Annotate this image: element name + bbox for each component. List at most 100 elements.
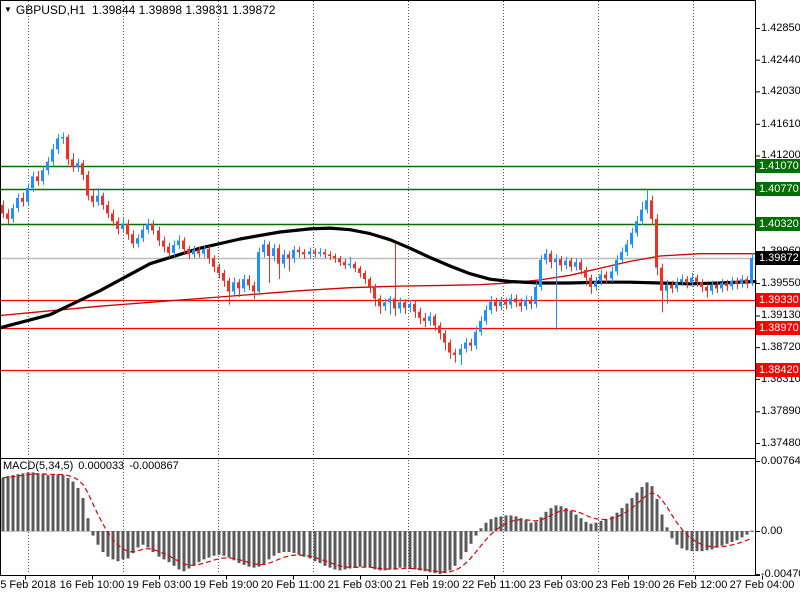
- price-badge-support: 1.38420: [756, 363, 800, 378]
- macd-histogram-bar: [11, 475, 15, 531]
- macd-histogram-bar: [151, 531, 155, 553]
- candle-body-up: [388, 298, 391, 303]
- macd-histogram-bar: [635, 492, 639, 531]
- candle-body-down: [413, 303, 416, 312]
- candle-body-down: [418, 311, 421, 318]
- macd-histogram-bar: [514, 516, 518, 531]
- candle-body-down: [247, 279, 250, 286]
- candle-body-down: [212, 258, 215, 267]
- candle-body-down: [182, 240, 185, 250]
- macd-histogram-bar: [202, 531, 206, 560]
- macd-histogram-bar: [509, 515, 513, 531]
- price-badge-resistance: 1.40770: [756, 181, 800, 196]
- candle-body-up: [16, 198, 19, 209]
- candle-body-up: [479, 320, 482, 332]
- macd-histogram-bar: [6, 476, 10, 531]
- macd-axis-label: 0.00: [761, 525, 783, 537]
- chart-symbol-period: GBPUSD,H1: [15, 3, 86, 17]
- candle-body-up: [690, 277, 693, 284]
- candle-body-up: [675, 282, 678, 289]
- macd-histogram-bar: [141, 531, 145, 545]
- macd-histogram-bar: [1, 477, 5, 531]
- candle-body-down: [393, 298, 396, 309]
- macd-histogram-bar: [665, 527, 669, 531]
- macd-histogram-bar: [197, 531, 201, 563]
- candle-body-down: [111, 213, 114, 222]
- candle-body-down: [277, 248, 280, 264]
- macd-histogram-bar: [328, 531, 332, 568]
- macd-histogram-bar: [66, 477, 70, 531]
- candle-body-down: [207, 249, 210, 259]
- candle-body-down: [368, 279, 371, 287]
- macd-histogram-bar: [167, 531, 171, 563]
- candle-body-down: [66, 136, 69, 160]
- price-badge-resistance: 1.41070: [756, 158, 800, 173]
- macd-histogram-bar: [675, 531, 679, 545]
- macd-histogram-bar: [645, 482, 649, 531]
- macd-histogram-bar: [111, 531, 115, 560]
- candle-body-down: [438, 325, 441, 334]
- price-badge-current: 1.39872: [756, 251, 800, 266]
- candle-body-up: [730, 280, 733, 287]
- macd-histogram-bar: [272, 531, 276, 556]
- macd-histogram-bar: [685, 531, 689, 551]
- candle-body-up: [272, 248, 275, 256]
- candle-body-down: [217, 266, 220, 273]
- macd-histogram-bar: [398, 531, 402, 568]
- candle-body-up: [192, 249, 195, 255]
- candle-body-down: [302, 252, 305, 255]
- price-axis-label: 1.37890: [761, 405, 800, 418]
- candle-body-up: [56, 138, 59, 150]
- candle-body-up: [26, 187, 29, 202]
- candle-body-down: [569, 260, 572, 267]
- candle-body-up: [348, 263, 351, 266]
- candle-body-up: [428, 316, 431, 321]
- macd-histogram-bar: [106, 531, 110, 557]
- macd-histogram-bar: [302, 531, 306, 557]
- candle-body-up: [31, 176, 34, 188]
- macd-histogram-bar: [136, 531, 140, 548]
- price-axis-label: 1.41610: [761, 117, 800, 130]
- candle-body-up: [76, 163, 79, 168]
- candle-body-up: [574, 262, 577, 267]
- candle-body-down: [328, 254, 331, 256]
- macd-indicator-label: MACD(5,34,5) 0.000033 -0.000867: [3, 460, 184, 472]
- price-axis-label: 1.42440: [761, 53, 800, 66]
- macd-histogram-bar: [237, 531, 241, 564]
- candle-body-up: [594, 281, 597, 287]
- macd-histogram-bar: [715, 531, 719, 548]
- macd-histogram-bar: [423, 531, 427, 572]
- candle-body-down: [343, 262, 346, 266]
- candle-body-down: [358, 268, 361, 273]
- macd-histogram-bar: [252, 531, 256, 568]
- candle-body-down: [705, 286, 708, 291]
- macd-histogram-bar: [680, 531, 684, 549]
- candle-body-up: [534, 286, 537, 304]
- candle-body-up: [499, 301, 502, 307]
- macd-histogram-bar: [257, 531, 261, 567]
- macd-histogram-bar: [408, 531, 412, 569]
- macd-histogram-bar: [690, 531, 694, 552]
- candle-body-down: [469, 342, 472, 346]
- macd-histogram-bar: [660, 514, 664, 531]
- macd-histogram-bar: [292, 531, 296, 553]
- candle-body-down: [685, 279, 688, 284]
- time-axis-label: 20 Feb 11:00: [260, 579, 326, 591]
- macd-histogram-bar: [544, 511, 548, 531]
- candle-body-up: [640, 209, 643, 222]
- macd-histogram-bar: [31, 472, 35, 531]
- chart-collapse-icon[interactable]: ▼: [4, 5, 12, 14]
- candle-body-up: [509, 298, 512, 305]
- chart-title: ▼ GBPUSD,H1 1.39844 1.39898 1.39831 1.398…: [4, 3, 275, 17]
- time-axis-label: 23 Feb 03:00: [528, 579, 594, 591]
- macd-histogram-bar: [433, 531, 437, 574]
- macd-histogram-bar: [262, 531, 266, 564]
- candle-body-up: [262, 244, 265, 253]
- candle-body-down: [197, 249, 200, 254]
- candle-body-up: [615, 259, 618, 272]
- macd-histogram-bar: [187, 531, 191, 569]
- macd-histogram-bar: [459, 531, 463, 560]
- macd-histogram-bar: [162, 531, 166, 560]
- macd-histogram-bar: [172, 531, 176, 566]
